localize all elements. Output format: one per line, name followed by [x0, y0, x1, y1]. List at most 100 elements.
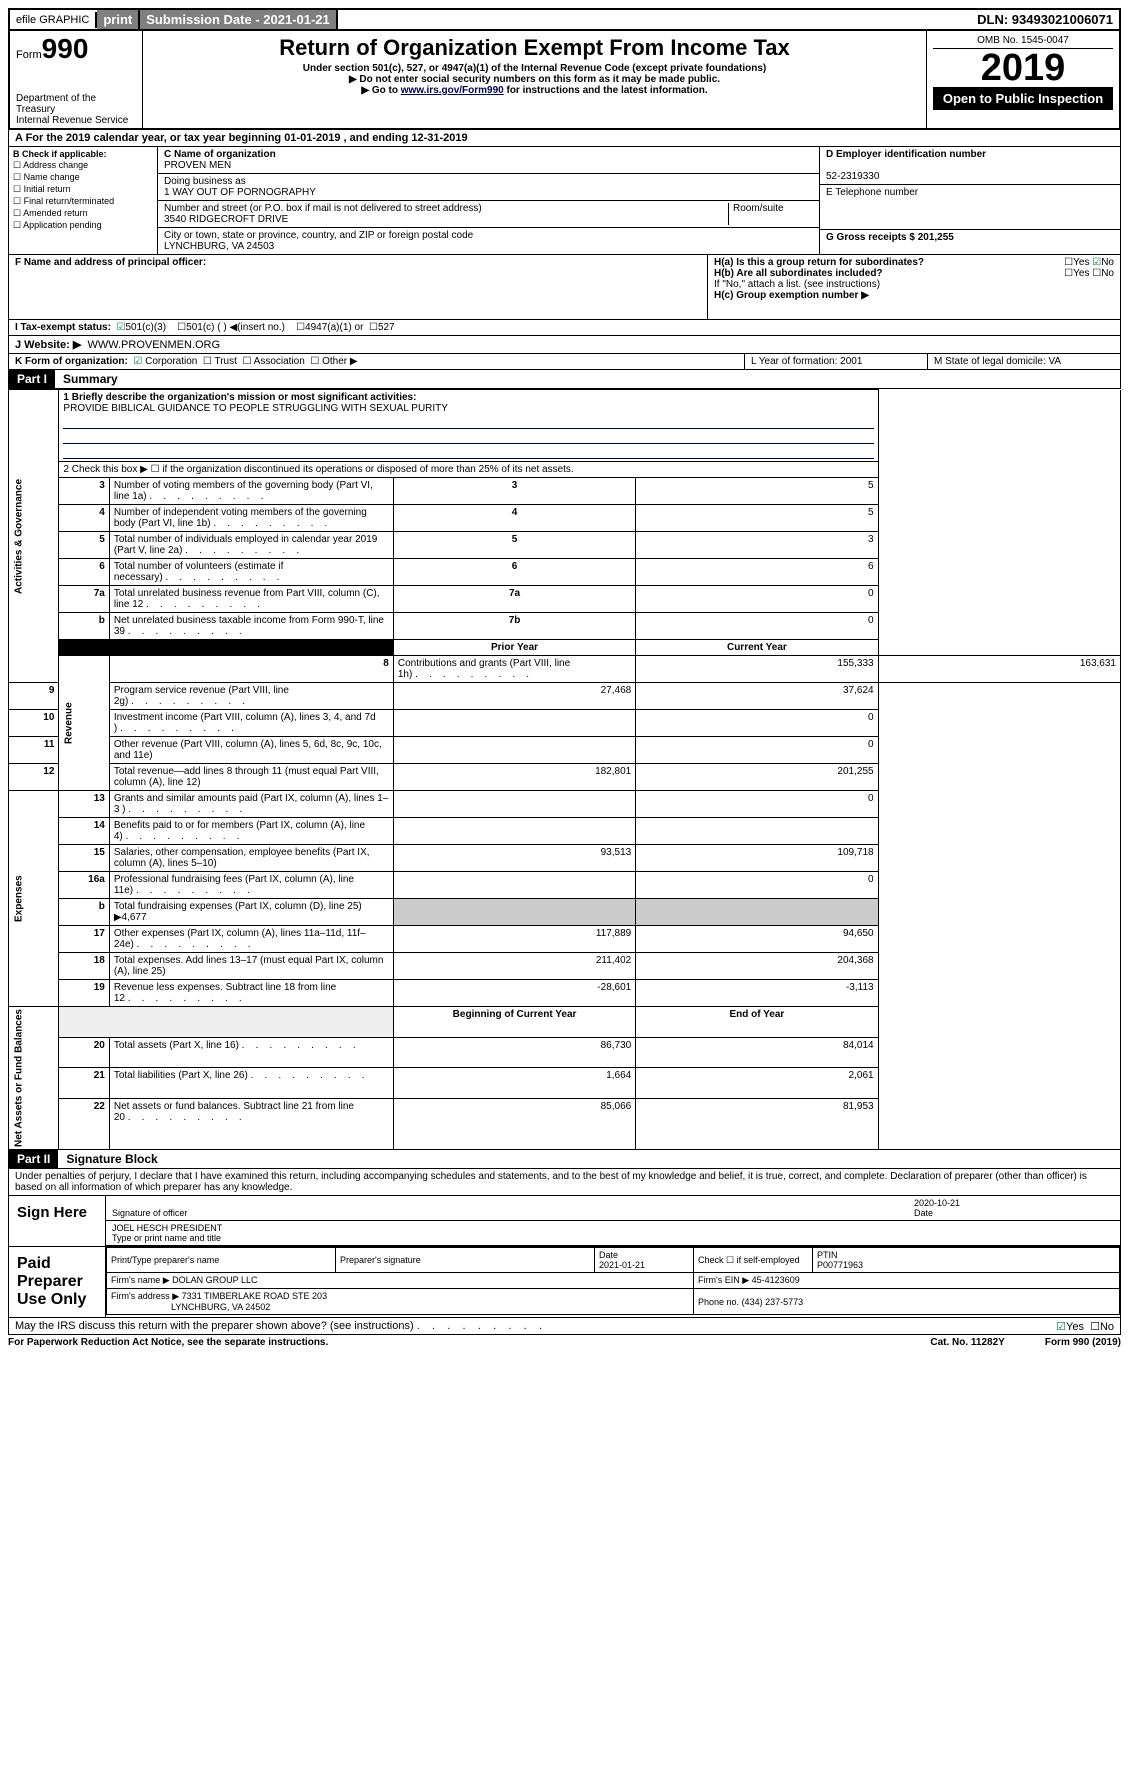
- ptin: P00771963: [817, 1260, 863, 1270]
- h-b-note: If "No," attach a list. (see instruction…: [714, 279, 1114, 290]
- begin-year-header: Beginning of Current Year: [393, 1007, 635, 1038]
- opt-501c[interactable]: 501(c) ( ) ◀(insert no.): [186, 322, 285, 333]
- form-id-cell: Form990 Department of the Treasury Inter…: [10, 31, 143, 128]
- check-application-pending[interactable]: ☐ Application pending: [13, 220, 153, 231]
- identity-block: B Check if applicable: ☐ Address change …: [8, 147, 1121, 255]
- rev-row: 10Investment income (Part VIII, column (…: [9, 710, 1121, 737]
- self-employed-check[interactable]: Check ☐ if self-employed: [694, 1248, 813, 1273]
- discuss-label: May the IRS discuss this return with the…: [15, 1320, 542, 1332]
- addr-value: 3540 RIDGECROFT DRIVE: [164, 214, 288, 225]
- exp-row: 18Total expenses. Add lines 13–17 (must …: [9, 953, 1121, 980]
- principal-officer: F Name and address of principal officer:: [9, 255, 708, 319]
- opt-assoc[interactable]: Association: [254, 356, 305, 367]
- department-label: Department of the Treasury Internal Reve…: [16, 93, 136, 126]
- submission-date-button[interactable]: Submission Date - 2021-01-21: [140, 10, 338, 29]
- check-initial-return[interactable]: ☐ Initial return: [13, 184, 153, 195]
- opt-trust[interactable]: Trust: [214, 356, 236, 367]
- prep-name-label: Print/Type preparer's name: [107, 1248, 336, 1273]
- form-org-label: K Form of organization:: [15, 356, 128, 367]
- section-b-heading: B Check if applicable:: [13, 149, 107, 159]
- line2: 2 Check this box ▶ ☐ if the organization…: [59, 462, 878, 478]
- vert-activities: Activities & Governance: [9, 390, 59, 683]
- exp-row: 17Other expenses (Part IX, column (A), l…: [9, 926, 1121, 953]
- net-row: 20Total assets (Part X, line 16)86,73084…: [9, 1037, 1121, 1068]
- dln-label: DLN: 93493021006071: [971, 10, 1119, 29]
- section-h: H(a) Is this a group return for subordin…: [708, 255, 1120, 319]
- mission-text: PROVIDE BIBLICAL GUIDANCE TO PEOPLE STRU…: [63, 403, 448, 414]
- prep-sig-label: Preparer's signature: [336, 1248, 595, 1273]
- net-row: 22Net assets or fund balances. Subtract …: [9, 1098, 1121, 1150]
- irs-link[interactable]: www.irs.gov/Form990: [401, 85, 504, 96]
- open-inspection: Open to Public Inspection: [933, 87, 1113, 110]
- part1-title: Summary: [55, 370, 126, 388]
- exp-row: 14Benefits paid to or for members (Part …: [9, 818, 1121, 845]
- vert-expenses: Expenses: [9, 791, 59, 1007]
- exp-row: 16aProfessional fundraising fees (Part I…: [9, 872, 1121, 899]
- org-name: PROVEN MEN: [164, 160, 231, 171]
- tax-year: 2019: [933, 49, 1113, 87]
- gov-row: 6Total number of volunteers (estimate if…: [9, 559, 1121, 586]
- discuss-row: May the IRS discuss this return with the…: [8, 1318, 1121, 1335]
- date-label: Date: [914, 1208, 933, 1218]
- officer-name: JOEL HESCH PRESIDENT: [112, 1223, 222, 1233]
- print-button[interactable]: print: [97, 10, 140, 29]
- state-domicile: M State of legal domicile: VA: [927, 354, 1120, 369]
- part1-grid: Activities & Governance 1 Briefly descri…: [8, 389, 1121, 1150]
- check-name-change[interactable]: ☐ Name change: [13, 172, 153, 183]
- phone-label: E Telephone number: [826, 187, 918, 198]
- check-501c3[interactable]: ☑: [117, 322, 126, 333]
- check-address-change[interactable]: ☐ Address change: [13, 160, 153, 171]
- row-a-tax-year: A For the 2019 calendar year, or tax yea…: [8, 130, 1121, 147]
- line1-label: 1 Briefly describe the organization's mi…: [63, 392, 416, 403]
- sign-here-label: Sign Here: [9, 1196, 106, 1246]
- addr-label: Number and street (or P.O. box if mail i…: [164, 203, 482, 214]
- sig-date: 2020-10-21: [914, 1198, 960, 1208]
- sign-here-row: Sign Here Signature of officer 2020-10-2…: [8, 1196, 1121, 1247]
- gov-row: 4Number of independent voting members of…: [9, 505, 1121, 532]
- pra-notice: For Paperwork Reduction Act Notice, see …: [8, 1337, 328, 1348]
- exp-row: bTotal fundraising expenses (Part IX, co…: [9, 899, 1121, 926]
- efile-label: efile GRAPHIC: [10, 12, 97, 28]
- opt-4947[interactable]: 4947(a)(1) or: [305, 322, 363, 333]
- rev-row: 11Other revenue (Part VIII, column (A), …: [9, 737, 1121, 764]
- ein-value: 52-2319330: [826, 171, 879, 182]
- rev-row: 12Total revenue—add lines 8 through 11 (…: [9, 764, 1121, 791]
- gov-row: bNet unrelated business taxable income f…: [9, 613, 1121, 640]
- paid-preparer-grid: Print/Type preparer's name Preparer's si…: [106, 1247, 1120, 1315]
- h-c: H(c) Group exemption number ▶: [714, 290, 1114, 301]
- firm-addr: 7331 TIMBERLAKE ROAD STE 203: [182, 1291, 327, 1301]
- cat-number: Cat. No. 11282Y: [930, 1337, 1004, 1348]
- end-year-header: End of Year: [636, 1007, 878, 1038]
- perjury-statement: Under penalties of perjury, I declare th…: [8, 1169, 1121, 1196]
- part2-title: Signature Block: [58, 1150, 165, 1168]
- gov-row: 5Total number of individuals employed in…: [9, 532, 1121, 559]
- subtitle: Under section 501(c), 527, or 4947(a)(1)…: [149, 63, 920, 74]
- dba-value: 1 WAY OUT OF PORNOGRAPHY: [164, 187, 316, 198]
- check-amended[interactable]: ☐ Amended return: [13, 208, 153, 219]
- vert-netassets: Net Assets or Fund Balances: [9, 1007, 59, 1150]
- goto-note: ▶ Go to www.irs.gov/Form990 for instruct…: [149, 85, 920, 96]
- check-final-return[interactable]: ☐ Final return/terminated: [13, 196, 153, 207]
- part2-header-row: Part II Signature Block: [8, 1150, 1121, 1169]
- title-cell: Return of Organization Exempt From Incom…: [143, 31, 927, 128]
- section-d-e-g: D Employer identification number 52-2319…: [820, 147, 1120, 254]
- firm-name: DOLAN GROUP LLC: [172, 1275, 257, 1285]
- part1-badge: Part I: [9, 370, 55, 388]
- exp-row: 15Salaries, other compensation, employee…: [9, 845, 1121, 872]
- rev-row: 9Program service revenue (Part VIII, lin…: [9, 683, 1121, 710]
- h-a: H(a) Is this a group return for subordin…: [714, 257, 1114, 268]
- opt-other[interactable]: Other ▶: [322, 356, 357, 367]
- sig-officer-label: Signature of officer: [112, 1208, 187, 1218]
- row-k-form-org: K Form of organization: ☑ Corporation ☐ …: [8, 354, 1121, 370]
- opt-corp[interactable]: Corporation: [145, 356, 197, 367]
- section-c-org: C Name of organization PROVEN MEN Doing …: [158, 147, 820, 254]
- vert-revenue: Revenue: [59, 656, 109, 791]
- firm-city: LYNCHBURG, VA 24502: [171, 1302, 270, 1312]
- ein-label: D Employer identification number: [826, 149, 986, 160]
- current-year-header: Current Year: [636, 640, 878, 656]
- tax-status-label: I Tax-exempt status:: [15, 322, 111, 333]
- opt-527[interactable]: 527: [378, 322, 395, 333]
- row-i-tax-status: I Tax-exempt status: ☑ 501(c)(3) ☐ 501(c…: [8, 320, 1121, 336]
- firm-ein: 45-4123609: [752, 1275, 800, 1285]
- form-word: Form: [16, 49, 42, 61]
